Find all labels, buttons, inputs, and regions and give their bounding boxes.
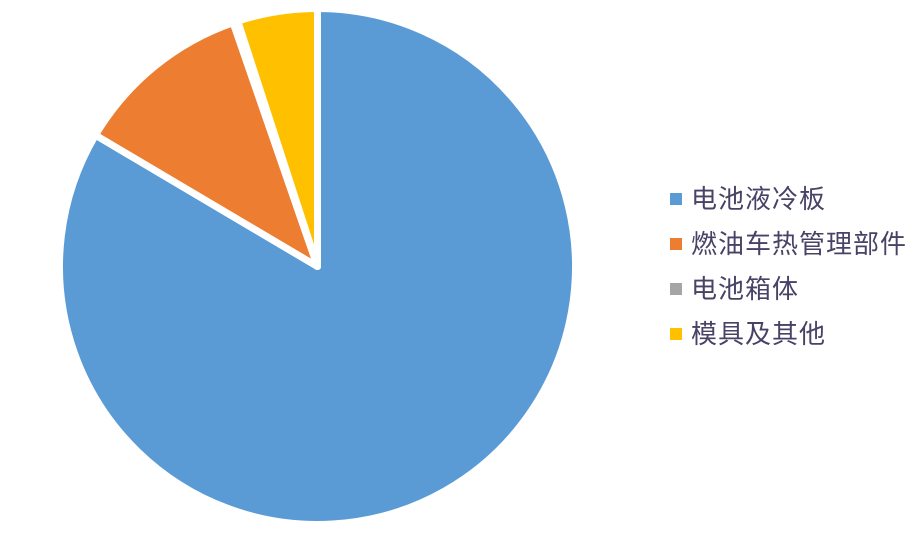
- legend-label: 电池箱体: [691, 274, 800, 304]
- legend-swatch-icon: [670, 328, 682, 340]
- legend-swatch-icon: [670, 283, 682, 295]
- legend-item-molds-and-others[interactable]: 模具及其他: [670, 317, 907, 351]
- legend-item-battery-box[interactable]: 电池箱体: [670, 272, 907, 306]
- legend-label: 电池液冷板: [691, 184, 827, 214]
- pie-slice-fuel-vehicle-thermal-mgmt-parts[interactable]: [91, 19, 321, 270]
- legend-label: 燃油车热管理部件: [691, 229, 908, 259]
- pie-slice-molds-and-others[interactable]: [234, 5, 321, 270]
- chart-legend: 电池液冷板 燃油车热管理部件 电池箱体 模具及其他: [670, 182, 907, 351]
- legend-item-battery-liquid-cold-plate[interactable]: 电池液冷板: [670, 182, 907, 216]
- legend-swatch-icon: [670, 193, 682, 205]
- legend-label: 模具及其他: [691, 319, 827, 349]
- legend-item-fuel-vehicle-thermal-mgmt-parts[interactable]: 燃油车热管理部件: [670, 227, 907, 261]
- legend-swatch-icon: [670, 238, 682, 250]
